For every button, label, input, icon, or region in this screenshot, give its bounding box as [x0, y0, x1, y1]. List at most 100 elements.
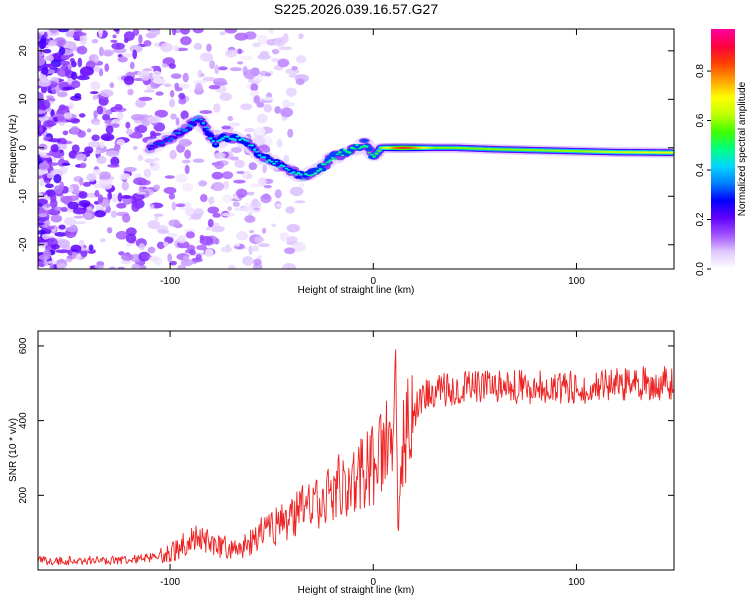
- spectrogram-noise-blob: [117, 56, 128, 63]
- spectrogram-ridge-cell: [207, 133, 215, 138]
- spectrogram-noise-blob: [253, 207, 260, 211]
- spectrogram-noise-blob: [250, 183, 262, 188]
- colorbar-tick-label: 0.6: [695, 113, 706, 127]
- spectrogram-noise-blob: [181, 159, 191, 164]
- spectrogram-noise-blob: [48, 55, 53, 59]
- spectrogram-noise-blob: [246, 191, 255, 196]
- spectrogram-noise-blob: [263, 136, 273, 147]
- spectrogram-noise-blob: [84, 146, 94, 154]
- spectrogram-noise-blob: [282, 103, 295, 107]
- spectrogram-noise-blob: [60, 206, 68, 213]
- spectrogram-noise-blob: [280, 107, 294, 118]
- spectrogram-ridge-cell: [284, 167, 289, 170]
- spectrogram-noise-blob: [214, 238, 220, 245]
- spectrogram-noise-blob: [274, 106, 281, 114]
- spectrogram-noise-blob: [71, 80, 81, 89]
- spectrogram-noise-blob: [227, 264, 236, 269]
- spectrogram-noise-blob: [291, 65, 298, 71]
- spectrogram-noise-blob: [62, 86, 76, 91]
- spectrogram-ridge-cell: [167, 139, 172, 143]
- colorbar-scale: [711, 29, 735, 269]
- spectrogram-noise-blob: [252, 42, 261, 48]
- spectrogram-ridge-cell: [374, 152, 379, 155]
- spectrogram-noise-blob: [149, 256, 159, 262]
- spectrogram-ridge-cell: [211, 142, 220, 148]
- spectrogram-noise-blob: [38, 213, 48, 218]
- spectrogram-ridge-cell: [323, 163, 328, 166]
- spectrogram-ridge-cell: [257, 154, 262, 157]
- spectrogram-ridge-cell: [204, 126, 208, 129]
- spectrogram-noise-blob: [131, 201, 140, 212]
- spectrogram-noise-blob: [236, 231, 249, 241]
- spectrogram-ridge-cell: [333, 158, 337, 161]
- spectrogram-noise-blob: [97, 29, 104, 34]
- spectrogram-noise-blob: [105, 125, 114, 135]
- spectrogram-ridge-cell: [199, 118, 203, 121]
- spectrogram-noise-blob: [208, 84, 221, 90]
- spectrogram-noise-blob: [42, 48, 52, 54]
- spectrogram-noise-blob: [163, 241, 169, 247]
- spectrogram-noise-blob: [168, 219, 181, 227]
- spectrogram-y-tick-label: -20: [18, 237, 29, 252]
- spectrogram-noise-blob: [189, 249, 196, 256]
- spectrogram-noise-blob: [289, 186, 304, 197]
- spectrogram-noise-blob: [100, 133, 115, 142]
- spectrogram-ridge-cell: [206, 128, 211, 131]
- spectrogram-noise-blob: [138, 34, 143, 45]
- spectrogram-ridge-cell: [364, 145, 369, 148]
- spectrogram-noise-blob: [256, 113, 268, 124]
- spectrogram-noise-blob: [224, 29, 237, 34]
- colorbar-ticks: 0.0 0.2 0.4 0.6 0.8: [695, 64, 711, 276]
- spectrogram-noise-blob: [169, 90, 175, 98]
- spectrogram-ridge-cell: [155, 142, 159, 145]
- spectrogram-noise-blob: [283, 247, 296, 255]
- spectrogram-noise-blob: [111, 123, 120, 128]
- spectrogram-noise-blob: [202, 76, 217, 82]
- spectrogram-noise-blob: [149, 29, 161, 36]
- spectrogram-heatmap: [38, 29, 674, 269]
- spectrogram-ridge-cell: [360, 139, 368, 143]
- spectrogram-noise-blob: [138, 251, 151, 262]
- colorbar-tick-label: 0.2: [695, 212, 706, 226]
- spectrogram-noise-blob: [229, 67, 242, 72]
- spectrogram-noise-blob: [248, 162, 258, 171]
- spectrogram-ridge-cell: [367, 151, 372, 154]
- spectrogram-noise-blob: [155, 91, 164, 96]
- spectrogram-noise-blob: [39, 125, 44, 133]
- spectrogram-noise-blob: [132, 49, 138, 60]
- spectrogram-noise-blob: [175, 117, 180, 126]
- spectrogram-ridge-cell: [202, 127, 210, 133]
- spectrogram-noise-blob: [70, 244, 82, 253]
- spectrogram-noise-blob: [49, 262, 54, 269]
- spectrogram-noise-blob: [83, 212, 92, 221]
- spectrogram-noise-blob: [223, 180, 230, 190]
- spectrogram-noise-blob: [59, 181, 65, 192]
- spectrogram-noise-blob: [192, 158, 205, 163]
- spectrogram-noise-blob: [233, 179, 246, 184]
- spectrogram-noise-blob: [283, 154, 290, 164]
- spectrogram-noise-blob: [200, 194, 208, 203]
- snr-y-tick-label: 200: [18, 487, 29, 504]
- spectrogram-noise-blob: [168, 63, 176, 69]
- spectrogram-ridge-cell: [294, 175, 303, 179]
- spectrogram-noise-blob: [117, 110, 124, 121]
- spectrogram-ridge-cell: [340, 154, 345, 157]
- spectrogram-ridge-cell: [221, 137, 225, 140]
- spectrogram-noise-blob: [249, 229, 255, 234]
- spectrogram-noise-blob: [157, 229, 170, 235]
- spectrogram-noise-blob: [122, 213, 131, 223]
- spectrogram-noise-blob: [70, 118, 81, 124]
- spectrogram-noise-blob: [213, 103, 221, 113]
- spectrogram-noise-blob: [38, 56, 46, 67]
- colorbar-tick-label: 0.8: [695, 64, 706, 78]
- spectrogram-noise-blob: [199, 110, 213, 115]
- spectrogram-noise-blob: [141, 118, 151, 127]
- snr-y-tick-label: 600: [18, 337, 29, 354]
- spectrogram-noise-blob: [99, 89, 114, 98]
- spectrogram-noise-blob: [138, 96, 153, 101]
- spectrogram-noise-blob: [70, 60, 77, 68]
- spectrogram-noise-blob: [287, 128, 294, 138]
- spectrogram-noise-blob: [67, 201, 79, 210]
- spectrogram-noise-blob: [236, 188, 248, 198]
